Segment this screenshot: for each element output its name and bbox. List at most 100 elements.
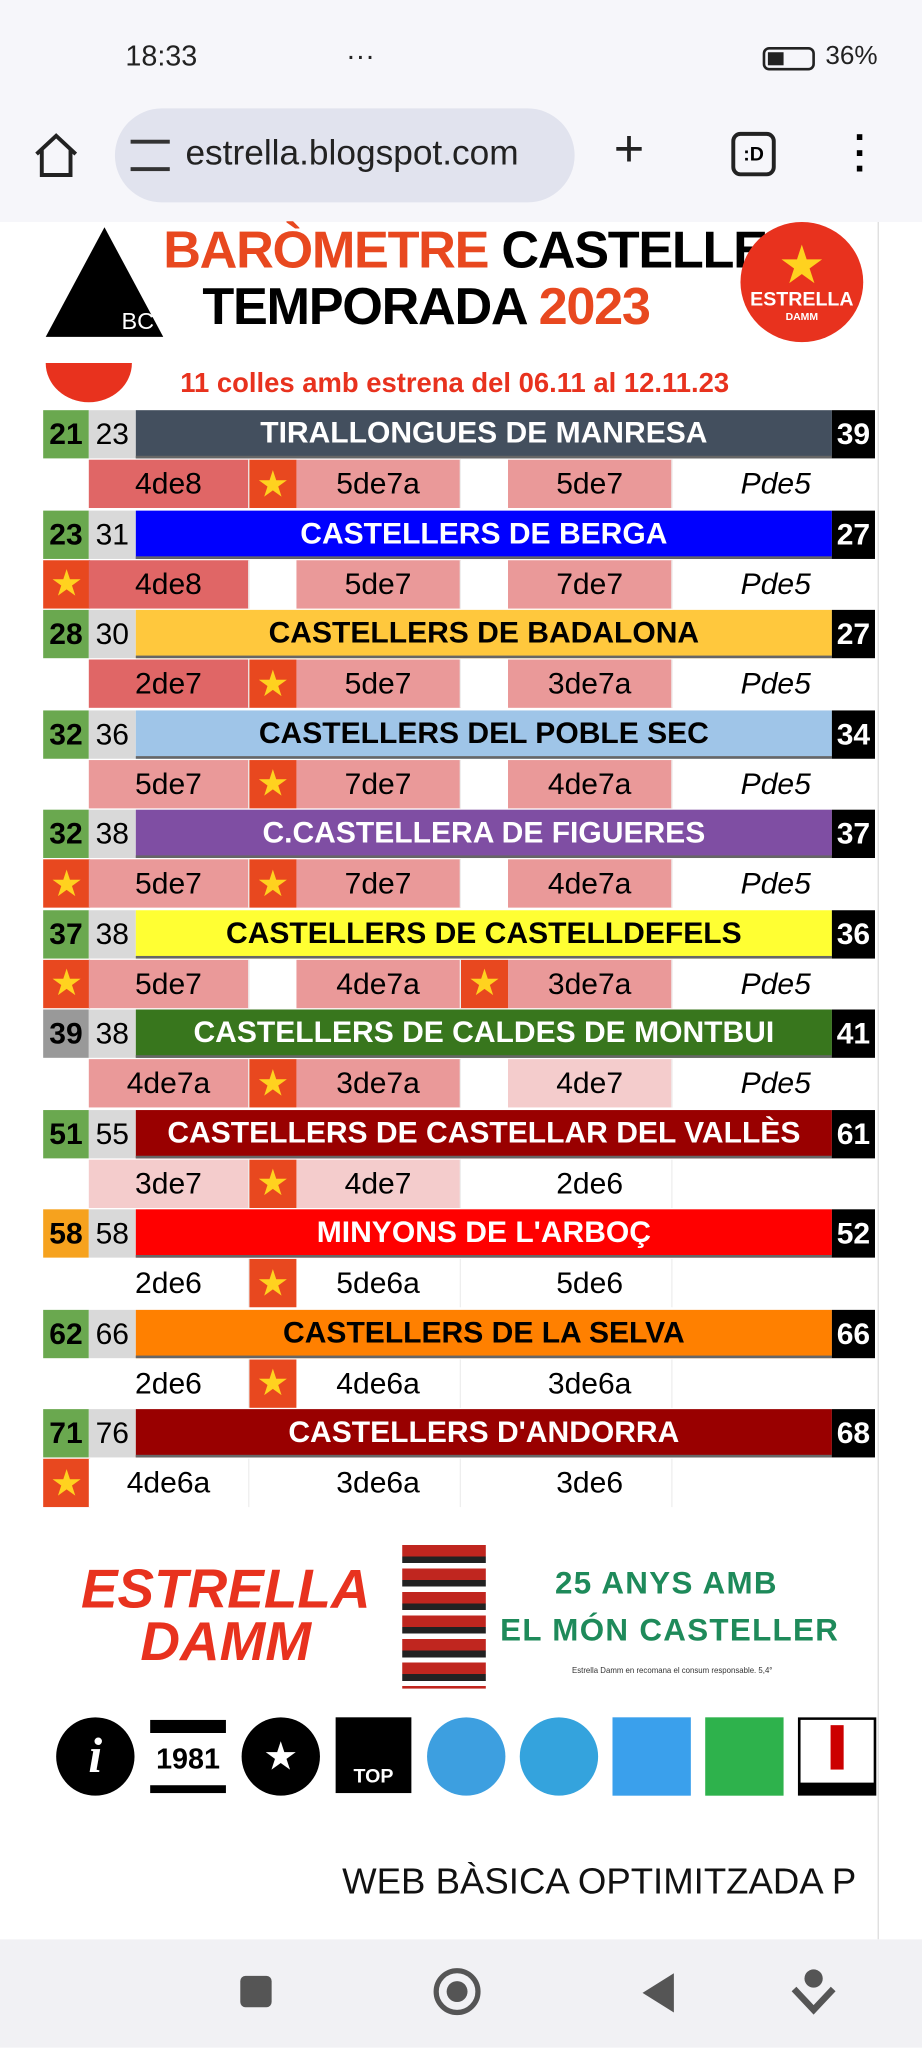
ad-tower <box>402 1544 486 1689</box>
points: 61 <box>831 1109 875 1158</box>
castell: 4de7a <box>508 859 673 908</box>
footer-text: WEB BÀSICA OPTIMITZADA P <box>342 1860 857 1902</box>
team-name: C.CASTELLERA DE FIGUERES <box>135 809 832 859</box>
bc-text: BC <box>121 308 154 334</box>
castell: 5de6 <box>508 1258 673 1308</box>
t: TEMPORADA <box>202 278 526 336</box>
home-nav[interactable] <box>433 1968 481 2016</box>
rank: 51 <box>43 1109 89 1158</box>
rank: 39 <box>43 1009 89 1058</box>
team-name: CASTELLERS DE BERGA <box>135 509 832 559</box>
info-icon[interactable]: i <box>56 1717 135 1796</box>
t: 2023 <box>538 278 651 336</box>
star-icon: ★ <box>249 759 297 808</box>
extra-castell: Pde5 <box>740 1065 811 1100</box>
castell: 7de7 <box>296 759 462 808</box>
star-icon: ★ <box>461 959 509 1008</box>
castell: 2de7 <box>88 659 250 708</box>
site-settings[interactable] <box>130 139 170 172</box>
new-tab[interactable]: + <box>613 120 645 178</box>
star-icon: ★ <box>249 1059 297 1108</box>
home-button[interactable] <box>31 131 81 181</box>
previous-rank: 55 <box>88 1109 136 1158</box>
castell: 4de7a <box>508 759 673 808</box>
points: 37 <box>831 809 875 859</box>
extra-castell: Pde5 <box>740 965 811 1000</box>
rank: 28 <box>43 609 89 659</box>
ranking-table: 21 23 TIRALLONGUES DE MANRESA 39 4de8 ★ 5de7a 5… <box>43 410 879 1514</box>
extra-castell: Pde5 <box>740 765 811 800</box>
castell: 5de7 <box>88 959 250 1008</box>
points: 41 <box>831 1009 875 1058</box>
points: 27 <box>831 609 875 659</box>
previous-rank: 58 <box>88 1209 136 1258</box>
star-icon: ★ <box>249 459 297 509</box>
tab-switcher[interactable]: :D <box>731 131 776 177</box>
castell: 4de6a <box>296 1358 462 1408</box>
castell: 3de7a <box>508 659 673 708</box>
t: DAMM <box>140 1610 312 1672</box>
castell: 5de7 <box>88 859 250 908</box>
previous-rank: 66 <box>88 1309 136 1358</box>
telegram-icon[interactable] <box>519 1717 599 1796</box>
star-icon: ★ <box>43 559 91 608</box>
top-icon[interactable]: TOP <box>335 1717 412 1794</box>
recents-button[interactable] <box>240 1975 272 2008</box>
icon-bar: i 1981 ★ TOP <box>43 1704 879 1802</box>
team-name: CASTELLERS D'ANDORRA <box>135 1409 832 1458</box>
t: ESTRELLA <box>80 1557 371 1620</box>
points: 27 <box>831 509 875 559</box>
address-bar[interactable] <box>114 108 575 203</box>
castell: 3de7a <box>296 1059 462 1108</box>
points: 39 <box>831 410 875 459</box>
castell: 2de6 <box>508 1159 673 1208</box>
ad-note: Estrella Damm en recomana el consum resp… <box>572 1667 773 1676</box>
points: 36 <box>831 909 875 958</box>
castell: 4de8 <box>88 559 250 608</box>
other-icon[interactable] <box>797 1717 877 1796</box>
castell: 3de7a <box>508 959 673 1008</box>
ad-line2: EL MÓN CASTELLER <box>500 1612 840 1649</box>
whatsapp-icon[interactable] <box>705 1717 784 1796</box>
previous-rank: 38 <box>88 909 136 958</box>
castell: 4de8 <box>88 459 250 509</box>
ad-brand: ESTRELLA DAMM <box>81 1561 370 1668</box>
desktop-icon[interactable] <box>427 1717 506 1796</box>
castell: 5de7 <box>508 459 673 509</box>
castell: 7de7 <box>508 559 673 608</box>
star-icon: ★ <box>249 1358 297 1408</box>
ad-banner[interactable]: ESTRELLA DAMM 25 ANYS AMB EL MÓN CASTELLE… <box>52 1534 875 1691</box>
team-name: CASTELLERS DE BADALONA <box>135 609 832 659</box>
award-icon[interactable]: ★ <box>241 1717 320 1796</box>
extra-castell: Pde5 <box>740 566 811 601</box>
castell: 7de7 <box>296 859 462 908</box>
previous-rank: 30 <box>88 609 136 659</box>
twitter-icon[interactable] <box>612 1717 691 1796</box>
castell: 4de7 <box>296 1159 462 1208</box>
url[interactable]: estrella.blogspot.com <box>185 133 519 173</box>
points: 66 <box>831 1309 875 1358</box>
back-button[interactable] <box>640 1971 679 2015</box>
castell: 2de6 <box>88 1258 250 1308</box>
star-icon: ★ <box>249 1159 297 1208</box>
rank: 23 <box>43 509 89 559</box>
rank: 32 <box>43 809 89 859</box>
star-icon: ★ <box>249 659 297 708</box>
nav-bar <box>0 1939 922 2048</box>
menu-button[interactable]: · · · <box>854 116 868 191</box>
castell: 3de6a <box>508 1358 673 1408</box>
team-name: CASTELLERS DE CASTELLAR DEL VALLÈS <box>135 1109 832 1158</box>
rank: 71 <box>43 1409 89 1458</box>
points: 52 <box>831 1209 875 1258</box>
battery-icon <box>762 47 815 71</box>
assist-button[interactable] <box>791 1968 836 2015</box>
year-icon[interactable]: 1981 <box>150 1719 226 1794</box>
star-icon: ★ <box>43 859 91 908</box>
banner-line1: BARÒMETRE CASTELLER <box>163 222 804 281</box>
battery-level: 36% <box>825 41 878 71</box>
castell: 3de6 <box>508 1458 673 1508</box>
banner-line2: TEMPORADA 2023 <box>202 278 651 337</box>
castell: 5de7 <box>296 659 462 708</box>
points: 68 <box>831 1409 875 1458</box>
